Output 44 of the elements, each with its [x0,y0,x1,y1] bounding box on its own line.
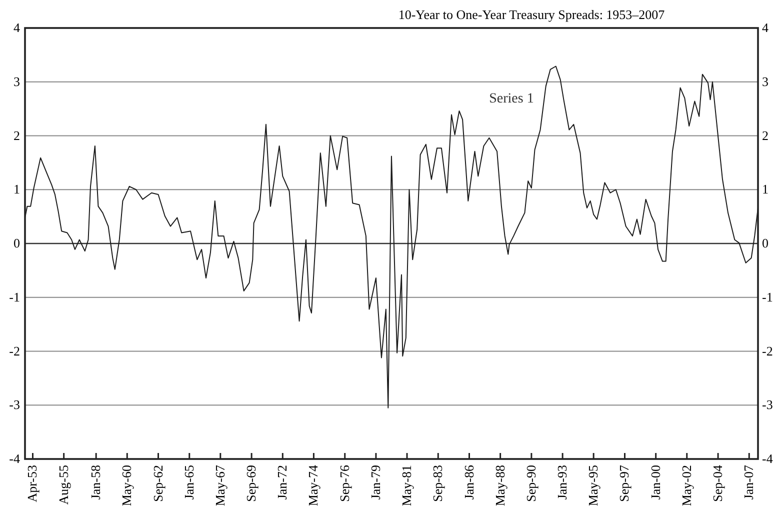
x-tick-label: Jan-72 [274,465,290,500]
x-tick-label: Jan-00 [648,465,663,500]
x-tick-label: Jan-79 [368,465,383,500]
chart-title: 10-Year to One-Year Treasury Spreads: 1953–2007 [398,7,666,22]
y2-tick-label: 3 [762,74,768,89]
x-tick-label: Sep-04 [710,464,726,502]
y-tick-label: 1 [14,182,20,197]
y-tick-label: -4 [9,451,20,466]
x-tick-label: Apr-53 [24,465,40,502]
x-tick-label: Sep-76 [336,464,352,502]
x-tick-label: Jan-93 [554,465,570,500]
x-tick-label: Jan-65 [181,465,196,500]
x-tick-label: May-02 [678,465,694,506]
x-tick-label: May-95 [586,465,601,506]
y-tick-label: 2 [14,128,20,143]
y2-tick-label: -3 [762,397,773,412]
y-tick-label: -2 [9,343,20,358]
y2-tick-label: -2 [762,343,773,358]
series-label: Series 1 [489,91,534,106]
y-tick-label: 4 [14,20,20,35]
x-tick-label: Sep-97 [616,464,632,502]
x-tick-label: Aug-55 [56,465,71,505]
y-tick-label: -3 [9,397,20,412]
x-tick-label: Jan-58 [88,465,104,500]
x-tick-label: May-67 [212,464,228,506]
x-tick-label: Sep-69 [244,465,259,502]
x-tick-label: May-88 [492,465,508,506]
x-tick-label: Jan-86 [461,464,476,500]
y2-tick-label: 0 [762,236,768,250]
y-tick-label: -1 [9,289,20,304]
y2-tick-label: 4 [762,20,769,35]
y2-tick-label: 2 [762,128,768,143]
x-tick-label: May-74 [306,464,321,506]
y2-tick-label: -1 [762,289,773,304]
x-tick-label: May-81 [399,465,414,506]
y-tick-label: 3 [14,74,20,89]
x-tick-label: May-60 [119,465,134,506]
y-tick-label: 0 [14,236,20,250]
y2-tick-label: -4 [762,451,774,466]
y2-tick-label: 1 [762,182,768,197]
x-tick-label: Sep-90 [523,465,538,502]
x-tick-label: Sep-62 [150,465,166,502]
x-tick-label: Sep-83 [430,465,446,502]
x-tick-label: Jan-07 [741,464,756,500]
